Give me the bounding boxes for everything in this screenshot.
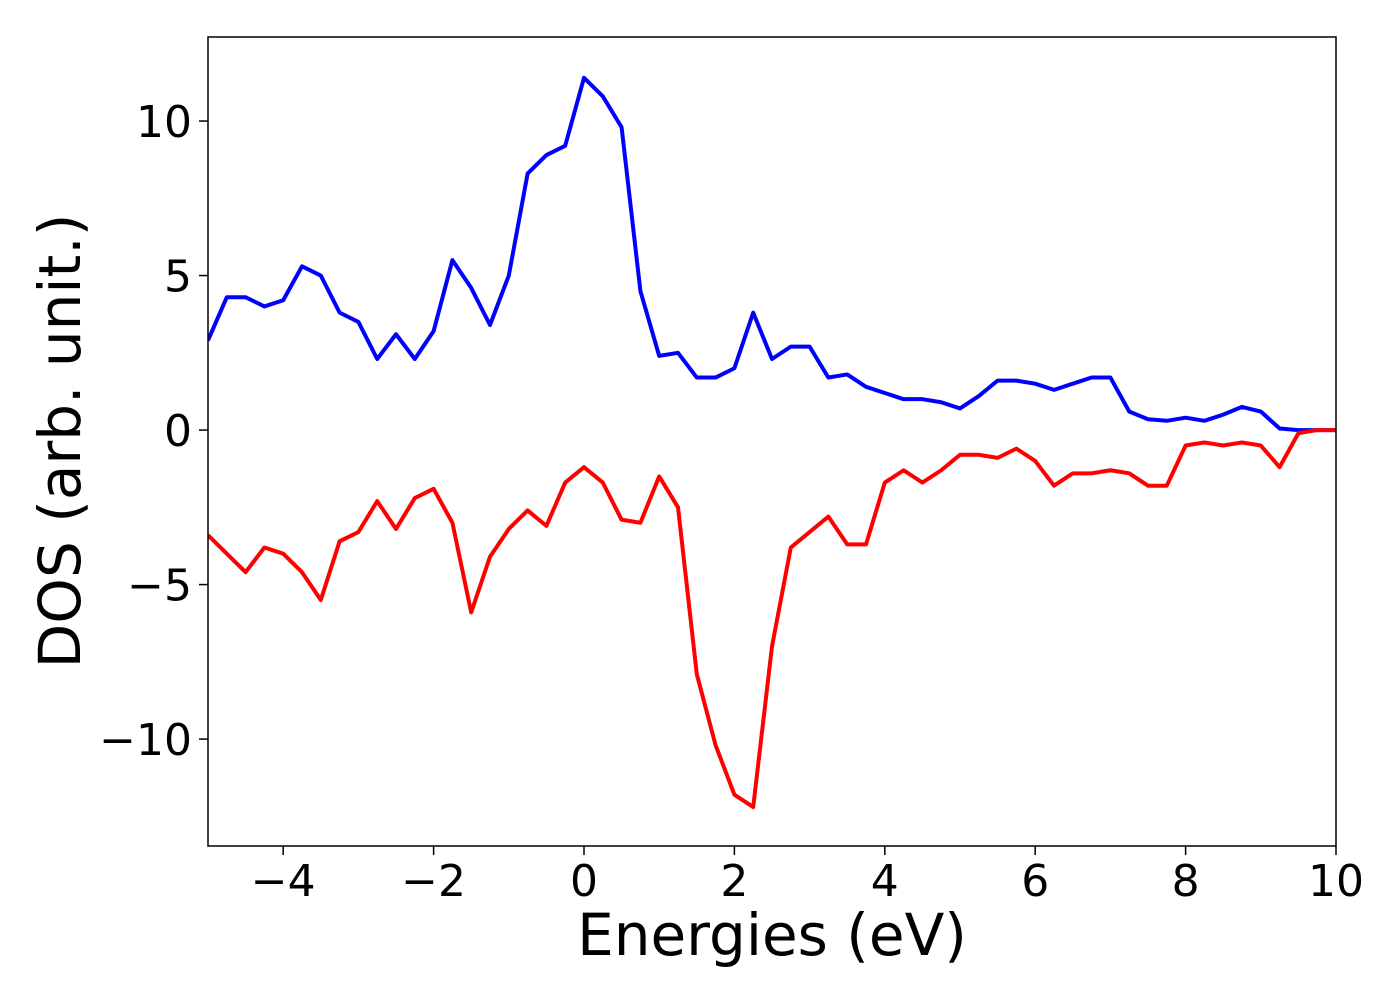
x-tick-label: 8 bbox=[1172, 856, 1200, 907]
series-line bbox=[208, 428, 1336, 810]
series-line bbox=[208, 75, 1336, 433]
plot-frame bbox=[207, 36, 1337, 847]
y-tick-label: 0 bbox=[164, 406, 192, 457]
y-tick-label: 5 bbox=[164, 252, 192, 303]
x-tick-label: 6 bbox=[1021, 856, 1049, 907]
x-tick-label: 4 bbox=[871, 856, 899, 907]
y-tick-label: 10 bbox=[136, 97, 192, 148]
y-axis-label: DOS (arb. unit.) bbox=[26, 214, 94, 669]
x-tick-label: 2 bbox=[720, 856, 748, 907]
y-tick-label: −10 bbox=[99, 715, 192, 766]
x-tick-label: −2 bbox=[401, 856, 466, 907]
x-axis-label: Energies (eV) bbox=[577, 901, 967, 969]
x-tick-label: 0 bbox=[570, 856, 598, 907]
y-tick-label: −5 bbox=[127, 561, 192, 612]
x-tick-label: −4 bbox=[251, 856, 316, 907]
x-tick-label: 10 bbox=[1308, 856, 1364, 907]
